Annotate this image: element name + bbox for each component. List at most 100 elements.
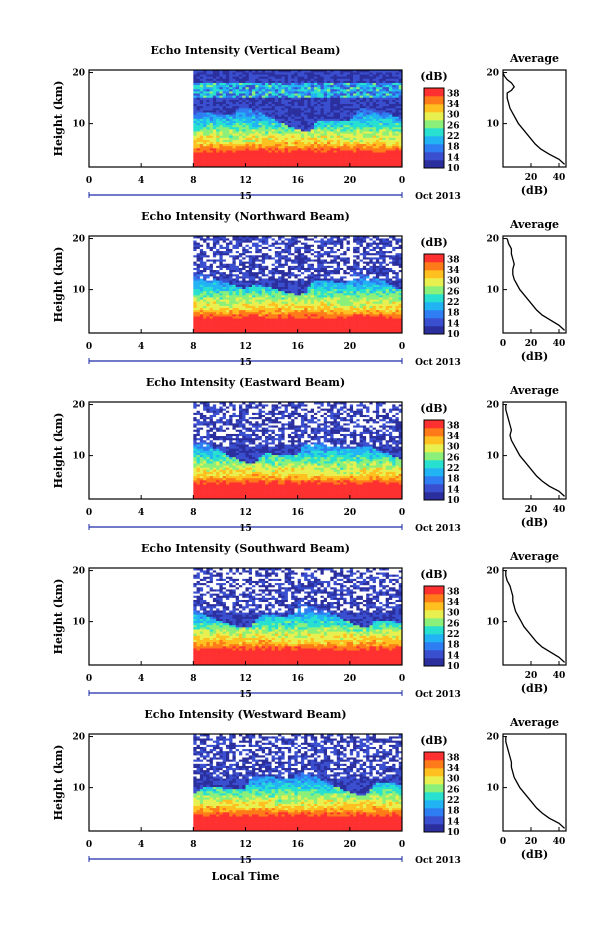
heatmap-cell bbox=[362, 133, 367, 136]
heatmap-cell bbox=[196, 158, 201, 161]
heatmap-cell bbox=[323, 137, 328, 140]
heatmap-cell bbox=[287, 91, 292, 94]
heatmap-cell bbox=[278, 118, 282, 121]
heatmap-cell bbox=[372, 271, 377, 275]
heatmap-cell bbox=[229, 141, 233, 145]
heatmap-cell bbox=[353, 93, 357, 96]
heatmap-cell bbox=[388, 322, 393, 325]
heatmap-cell bbox=[353, 84, 357, 88]
heatmap-cell bbox=[265, 292, 269, 296]
heatmap-cell bbox=[229, 80, 233, 83]
heatmap-cell bbox=[375, 114, 380, 117]
heatmap-cell bbox=[346, 99, 351, 102]
heatmap-cell bbox=[271, 126, 276, 130]
heatmap-cell bbox=[313, 316, 318, 319]
heatmap-cell bbox=[265, 318, 269, 321]
heatmap-cell bbox=[229, 322, 233, 325]
heatmap-cell bbox=[343, 114, 347, 117]
heatmap-cell bbox=[330, 282, 334, 285]
heatmap-cell bbox=[349, 103, 354, 107]
heatmap-cell bbox=[235, 154, 240, 157]
heatmap-cell bbox=[307, 84, 312, 88]
heatmap-cell bbox=[229, 143, 233, 147]
heatmap-cell bbox=[398, 126, 403, 130]
heatmap-cell bbox=[206, 95, 210, 98]
heatmap-cell bbox=[379, 107, 383, 111]
heatmap-cell bbox=[245, 162, 250, 166]
heatmap-cell bbox=[238, 326, 243, 330]
heatmap-cell bbox=[359, 120, 364, 124]
heatmap-cell bbox=[203, 95, 207, 98]
heatmap-cell bbox=[336, 126, 341, 130]
heatmap-cell bbox=[222, 122, 227, 126]
heatmap-cell bbox=[199, 154, 204, 157]
heatmap-cell bbox=[235, 99, 240, 102]
heatmap-cell bbox=[320, 101, 325, 105]
heatmap-cell bbox=[219, 95, 223, 98]
heatmap-cell bbox=[313, 307, 318, 311]
heatmap-cell bbox=[300, 105, 305, 109]
heatmap-cell bbox=[222, 318, 227, 321]
heatmap-cell bbox=[193, 120, 197, 124]
heatmap-cell bbox=[375, 141, 380, 145]
heatmap-cell bbox=[193, 290, 197, 294]
heatmap-cell bbox=[379, 322, 383, 325]
heatmap-cell bbox=[307, 284, 312, 287]
heatmap-cell bbox=[304, 70, 308, 73]
colorbar-segment bbox=[424, 104, 444, 113]
heatmap-cell bbox=[317, 101, 321, 105]
heatmap-cell bbox=[261, 305, 266, 308]
heatmap-cell bbox=[242, 124, 246, 128]
heatmap-cell bbox=[193, 112, 197, 115]
heatmap-cell bbox=[242, 78, 246, 81]
heatmap-cell bbox=[353, 70, 357, 73]
heatmap-cell bbox=[222, 129, 227, 132]
heatmap-cell bbox=[395, 133, 400, 136]
heatmap-cell bbox=[379, 86, 383, 90]
heatmap-cell bbox=[209, 135, 214, 138]
heatmap-cell bbox=[284, 282, 289, 285]
heatmap-cell bbox=[255, 82, 259, 86]
heatmap-cell bbox=[212, 124, 217, 128]
heatmap-cell bbox=[238, 70, 243, 73]
heatmap-cell bbox=[313, 269, 318, 273]
heatmap-cell bbox=[359, 133, 364, 136]
heatmap-cell bbox=[369, 271, 373, 275]
heatmap-cell bbox=[366, 326, 370, 330]
heatmap-cell bbox=[317, 139, 321, 142]
heatmap-cell bbox=[258, 290, 263, 294]
heatmap-cell bbox=[196, 276, 201, 279]
heatmap-cell bbox=[327, 116, 331, 119]
heatmap-cell bbox=[248, 95, 253, 98]
heatmap-cell bbox=[235, 301, 240, 304]
heatmap-cell bbox=[212, 273, 217, 277]
heatmap-cell bbox=[265, 139, 269, 142]
heatmap-cell bbox=[317, 124, 321, 128]
heatmap-cell bbox=[291, 145, 295, 149]
heatmap-cell bbox=[248, 76, 253, 79]
heatmap-cell bbox=[353, 328, 357, 332]
heatmap-cell bbox=[245, 145, 250, 149]
heatmap-cell bbox=[199, 316, 204, 319]
heatmap-cell bbox=[336, 320, 341, 323]
heatmap-cell bbox=[385, 99, 390, 102]
heatmap-cell bbox=[203, 88, 207, 92]
heatmap-cell bbox=[349, 316, 354, 319]
heatmap-cell bbox=[343, 311, 347, 315]
heatmap-cell bbox=[385, 158, 390, 161]
heatmap-cell bbox=[216, 76, 220, 79]
heatmap-cell bbox=[238, 118, 243, 121]
heatmap-cell bbox=[297, 309, 302, 313]
heatmap-cell bbox=[255, 133, 259, 136]
heatmap-cell bbox=[268, 91, 272, 94]
heatmap-cell bbox=[274, 286, 279, 290]
heatmap-cell bbox=[304, 324, 308, 327]
heatmap-cell bbox=[219, 70, 223, 73]
heatmap-cell bbox=[333, 101, 338, 105]
heatmap-cell bbox=[222, 276, 227, 279]
heatmap-cell bbox=[225, 158, 230, 161]
heatmap-cell bbox=[261, 86, 266, 90]
heatmap-cell bbox=[366, 95, 370, 98]
heatmap-cell bbox=[300, 72, 305, 75]
heatmap-cell bbox=[313, 164, 318, 168]
